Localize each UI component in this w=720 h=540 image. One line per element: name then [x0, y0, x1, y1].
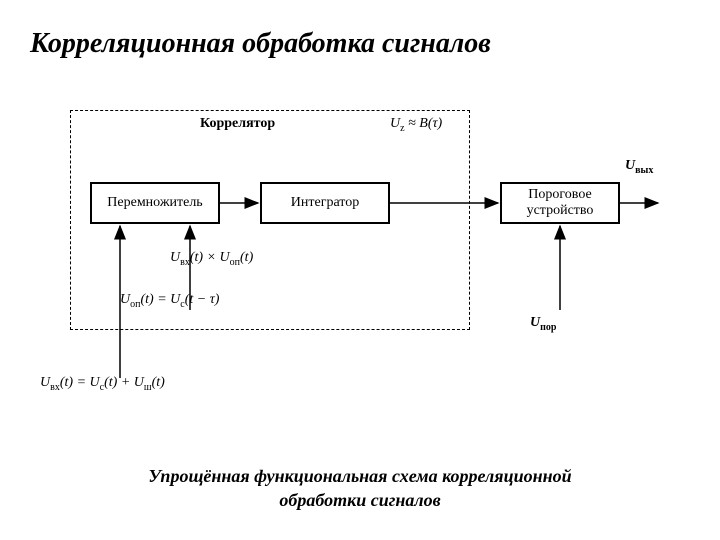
formula-output: Uвых	[625, 158, 653, 176]
arrows-svg	[60, 110, 660, 390]
formula-input: Uвх(t) = Uс(t) + Uш(t)	[40, 375, 165, 393]
figure-caption: Упрощённая функциональная схема корреляц…	[0, 465, 720, 512]
formula-product: Uвх(t) × Uоп(t)	[170, 250, 253, 268]
caption-line-2: обработки сигналов	[279, 490, 440, 510]
page: Корреляционная обработка сигналов Коррел…	[0, 0, 720, 540]
block-diagram: Коррелятор Uz ≈ B(τ) Перемножитель Интег…	[60, 110, 660, 390]
formula-threshold: Uпор	[530, 315, 556, 333]
page-title: Корреляционная обработка сигналов	[30, 28, 720, 60]
caption-line-1: Упрощённая функциональная схема корреляц…	[148, 466, 571, 486]
formula-reference: Uоп(t) = Uс(t − τ)	[120, 292, 219, 310]
